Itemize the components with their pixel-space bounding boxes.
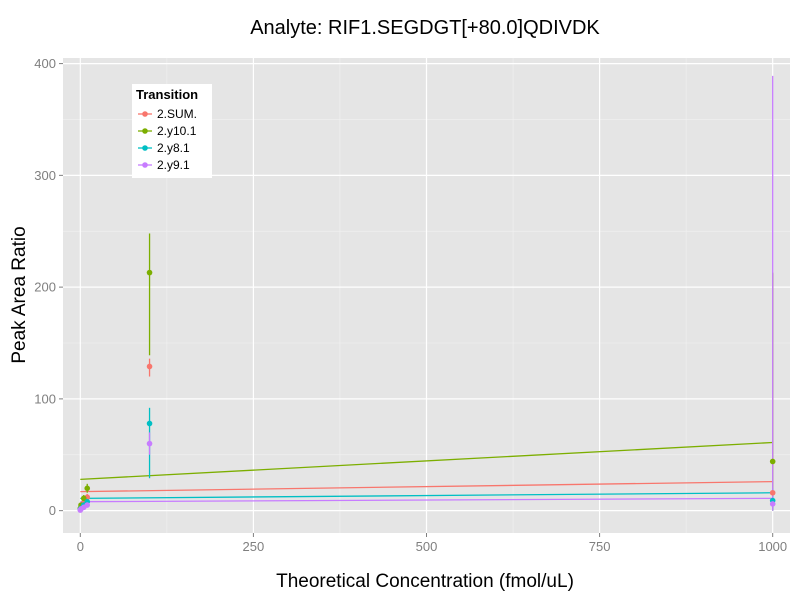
y-tick-label: 300 — [34, 168, 56, 183]
legend-key-point — [142, 145, 148, 151]
legend: Transition 2.SUM. 2.y10.1 2.y8.1 2.y9.1 — [132, 84, 212, 178]
legend-key-point — [142, 128, 148, 134]
y-tick-label: 200 — [34, 280, 56, 295]
x-tick-label: 1000 — [758, 539, 787, 554]
data-point — [769, 501, 776, 507]
fit-line — [80, 480, 773, 493]
legend-key-point — [142, 111, 148, 117]
data-point — [146, 269, 153, 276]
data-point — [146, 440, 153, 447]
data-point — [84, 502, 91, 508]
legend-label: 2.y8.1 — [157, 141, 190, 155]
x-axis-title: Theoretical Concentration (fmol/uL) — [276, 571, 574, 592]
data-point — [146, 420, 153, 427]
legend-key-point — [142, 162, 148, 168]
legend-label: 2.y9.1 — [157, 158, 190, 172]
legend-title: Transition — [136, 87, 198, 102]
y-tick-label: 0 — [49, 503, 56, 518]
x-tick-label: 0 — [77, 539, 84, 554]
x-tick-label: 750 — [589, 539, 611, 554]
fit-line — [80, 497, 773, 503]
legend-items: 2.SUM. 2.y10.1 2.y8.1 2.y9.1 — [138, 107, 197, 172]
fit-lines — [80, 441, 773, 503]
x-tick-label: 250 — [243, 539, 265, 554]
chart-title: Analyte: RIF1.SEGDGT[+80.0]QDIVDK — [250, 17, 600, 39]
fit-line — [80, 492, 773, 500]
y-tick-label: 400 — [34, 56, 56, 71]
y-axis: 0 100 200 300 400 — [34, 56, 63, 518]
x-tick-label: 500 — [416, 539, 438, 554]
data-point — [146, 363, 153, 370]
legend-label: 2.SUM. — [157, 107, 197, 121]
legend-label: 2.y10.1 — [157, 124, 197, 138]
y-tick-label: 100 — [34, 391, 56, 406]
data-point — [769, 489, 776, 496]
data-points — [77, 269, 776, 513]
fit-line — [80, 441, 773, 481]
data-point — [84, 485, 91, 492]
data-point — [80, 495, 87, 502]
data-point — [769, 458, 776, 465]
x-axis: 0 250 500 750 1000 — [77, 533, 787, 554]
y-axis-title: Peak Area Ratio — [9, 226, 30, 363]
